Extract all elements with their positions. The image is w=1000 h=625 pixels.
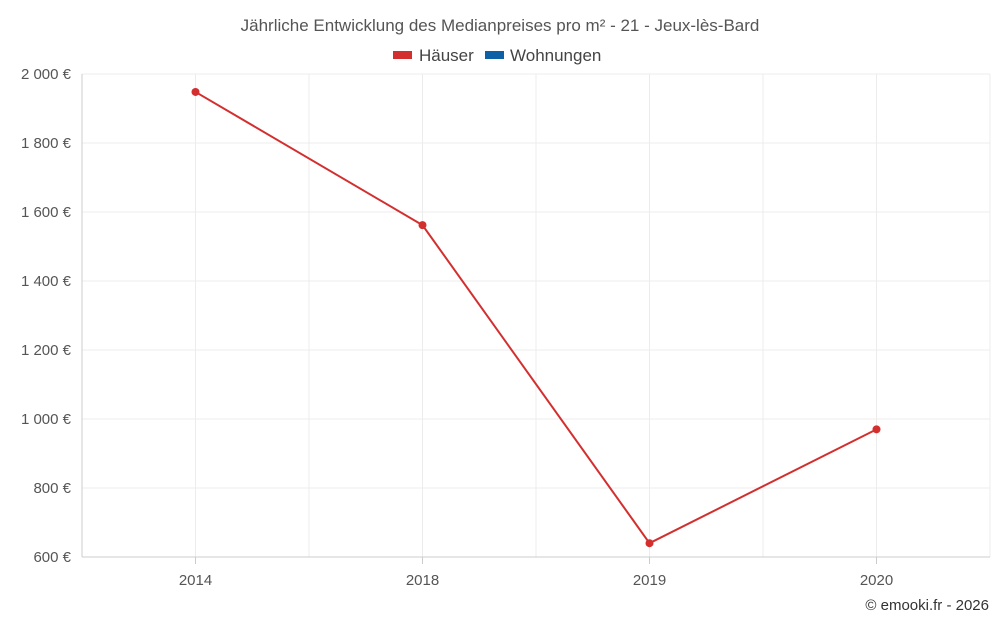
y-tick-label: 1 800 € [21, 135, 72, 152]
axes: 600 € 800 € 1 000 € 1 200 € 1 400 € 1 600 € 1 … [21, 66, 990, 589]
legend: Häuser Wohnungen [393, 46, 601, 65]
data-point [872, 425, 881, 434]
legend-swatch [485, 51, 504, 59]
y-tick-label: 1 400 € [21, 273, 72, 290]
x-tick-label: 2020 [860, 572, 893, 589]
chart-title: Jährliche Entwicklung des Medianpreises … [241, 16, 760, 35]
x-tick-label: 2014 [179, 572, 212, 589]
data-point [191, 87, 200, 96]
y-tick-label: 800 € [33, 480, 71, 497]
legend-label[interactable]: Häuser [419, 46, 474, 65]
credit-text: © emooki.fr - 2026 [865, 597, 989, 614]
y-tick-label: 600 € [33, 549, 71, 566]
data-point [418, 221, 427, 230]
grid [81, 73, 991, 557]
y-tick-label: 2 000 € [21, 66, 72, 83]
data-point [645, 539, 654, 548]
legend-swatch [393, 51, 412, 59]
x-tick-label: 2019 [633, 572, 666, 589]
x-tick-label: 2018 [406, 572, 439, 589]
series-layer [191, 87, 881, 548]
y-tick-label: 1 000 € [21, 411, 72, 428]
y-tick-label: 1 600 € [21, 204, 72, 221]
legend-label[interactable]: Wohnungen [510, 46, 601, 65]
y-tick-label: 1 200 € [21, 342, 72, 359]
series-line [194, 91, 877, 545]
